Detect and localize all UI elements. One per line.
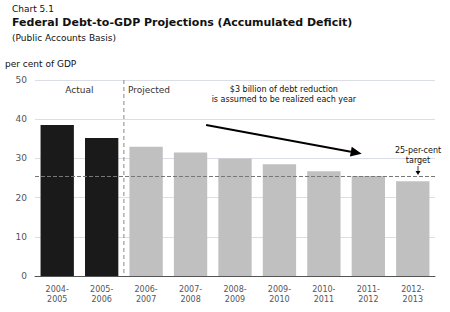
svg-text:40: 40 <box>16 114 28 124</box>
svg-text:10: 10 <box>16 232 28 242</box>
svg-text:is assumed to be realized each: is assumed to be realized each year <box>212 95 357 104</box>
svg-text:target: target <box>406 156 430 165</box>
svg-text:2007: 2007 <box>136 295 156 304</box>
svg-text:Actual: Actual <box>65 85 93 95</box>
svg-text:20: 20 <box>16 193 28 203</box>
svg-text:2008-: 2008- <box>223 285 246 294</box>
svg-text:2010: 2010 <box>269 295 289 304</box>
svg-text:2007-: 2007- <box>179 285 202 294</box>
svg-text:2013: 2013 <box>403 295 423 304</box>
svg-text:2004-: 2004- <box>46 285 69 294</box>
svg-text:Federal Debt-to-GDP Projection: Federal Debt-to-GDP Projections (Accumul… <box>12 16 352 29</box>
svg-text:30: 30 <box>16 153 28 163</box>
svg-text:(Public Accounts Basis): (Public Accounts Basis) <box>12 33 116 43</box>
svg-text:2006: 2006 <box>91 295 111 304</box>
svg-text:0: 0 <box>21 271 27 281</box>
svg-text:2005-: 2005- <box>90 285 113 294</box>
svg-text:2005: 2005 <box>47 295 67 304</box>
svg-text:per cent of GDP: per cent of GDP <box>5 59 77 69</box>
svg-text:2012-: 2012- <box>401 285 424 294</box>
svg-text:Projected: Projected <box>128 85 170 95</box>
svg-text:Chart 5.1: Chart 5.1 <box>12 4 54 14</box>
svg-text:25-per-cent: 25-per-cent <box>395 146 441 155</box>
svg-text:2011-: 2011- <box>357 285 380 294</box>
svg-text:2009: 2009 <box>225 295 245 304</box>
svg-text:2008: 2008 <box>180 295 200 304</box>
svg-text:2011: 2011 <box>314 295 334 304</box>
svg-text:2010-: 2010- <box>312 285 335 294</box>
svg-text:$3 billion of debt reduction: $3 billion of debt reduction <box>230 85 338 94</box>
svg-text:2006-: 2006- <box>134 285 157 294</box>
svg-text:50: 50 <box>16 75 28 85</box>
svg-text:2009-: 2009- <box>268 285 291 294</box>
svg-text:2012: 2012 <box>358 295 378 304</box>
